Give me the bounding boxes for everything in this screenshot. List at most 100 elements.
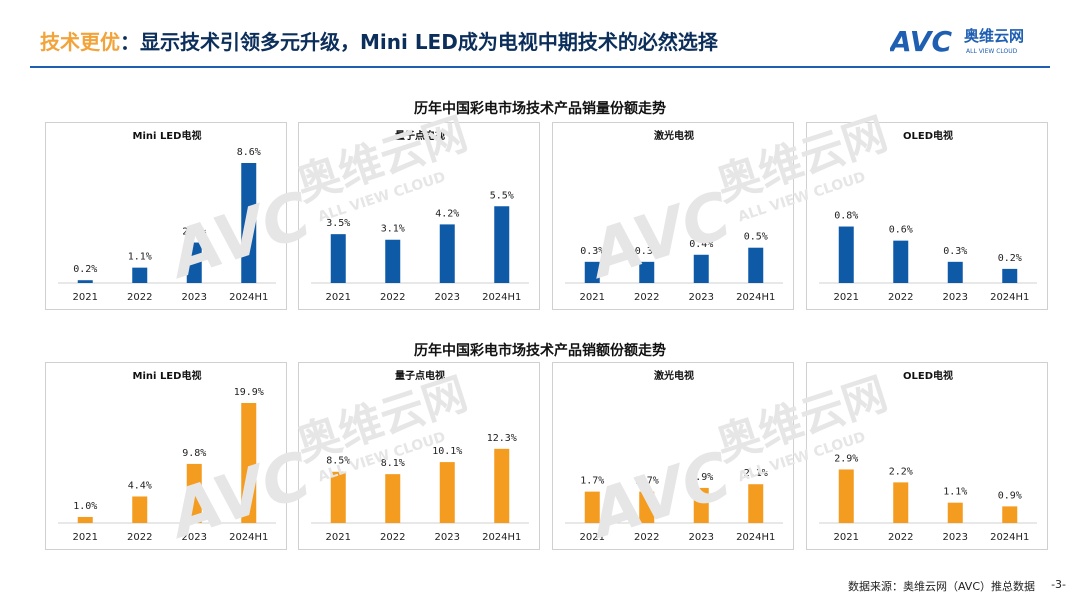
- bar: [584, 491, 600, 523]
- data-label: 1.1%: [943, 487, 967, 498]
- x-tick-label: 2022: [127, 292, 152, 303]
- data-label: 19.9%: [234, 387, 264, 398]
- data-label: 9.8%: [182, 448, 206, 459]
- x-tick-label: 2024H1: [482, 292, 521, 303]
- volume-section-title: 历年中国彩电市场技术产品销量份额走势: [414, 101, 666, 117]
- value-section-title: 历年中国彩电市场技术产品销额份额走势: [414, 343, 666, 359]
- data-label: 2.1%: [744, 468, 768, 479]
- bar: [77, 280, 93, 283]
- data-label: 0.4%: [689, 239, 713, 250]
- x-tick-label: 2024H1: [736, 292, 775, 303]
- x-tick-label: 2021: [580, 292, 605, 303]
- chart-title: OLED电视: [903, 129, 953, 142]
- bar: [838, 469, 854, 523]
- chart-title: Mini LED电视: [133, 369, 202, 382]
- bar: [385, 239, 401, 283]
- chart-svg: Mini LED电视 0.2% 2021 1.1% 2022 2.9% 2023 8.6% 20…: [58, 129, 276, 303]
- x-tick-label: 2024H1: [736, 532, 775, 543]
- chart-panel-volume-miniled: Mini LED电视 0.2% 2021 1.1% 2022 2.9% 2023 8.6% 20…: [45, 122, 287, 310]
- x-tick-label: 2023: [689, 292, 714, 303]
- x-tick-label: 2024H1: [990, 292, 1029, 303]
- x-tick-label: 2022: [380, 532, 405, 543]
- bar: [241, 163, 257, 283]
- chart-panel-value-oled: OLED电视 2.9% 2021 2.2% 2022 1.1% 2023 0.9% 2024H1: [806, 362, 1048, 550]
- chart-svg: 激光电视 0.3% 2021 0.3% 2022 0.4% 2023 0.5% 2024H1: [565, 129, 783, 303]
- chart-title: 激光电视: [654, 129, 694, 142]
- x-tick-label: 2021: [580, 532, 605, 543]
- x-tick-label: 2022: [634, 532, 659, 543]
- chart-svg: 量子点电视 8.5% 2021 8.1% 2022 10.1% 2023 12.3% 2024H…: [311, 369, 529, 543]
- chart-panel-volume-quantum-dot: 量子点电视 3.5% 2021 3.1% 2022 4.2% 2023 5.5% 2024H1: [298, 122, 540, 310]
- x-tick-label: 2022: [380, 292, 405, 303]
- bar: [1002, 506, 1018, 523]
- data-label: 3.5%: [326, 218, 350, 229]
- data-label: 0.8%: [834, 211, 858, 222]
- chart-title: 量子点电视: [395, 369, 445, 382]
- x-tick-label: 2021: [73, 532, 98, 543]
- bar: [693, 254, 709, 283]
- chart-panel-value-laser: 激光电视 1.7% 2021 1.7% 2022 1.9% 2023 2.1% 2024H1: [552, 362, 794, 550]
- x-tick-label: 2023: [689, 532, 714, 543]
- x-tick-label: 2023: [943, 292, 968, 303]
- bar: [241, 403, 257, 523]
- bar: [947, 502, 963, 523]
- data-label: 0.3%: [943, 246, 967, 257]
- data-label: 2.9%: [834, 453, 858, 464]
- logo-en: ALL VIEW CLOUD: [966, 48, 1018, 55]
- bar: [330, 471, 346, 523]
- x-tick-label: 2021: [834, 292, 859, 303]
- chart-title: Mini LED电视: [133, 129, 202, 142]
- data-label: 0.2%: [998, 253, 1022, 264]
- data-label: 0.3%: [580, 246, 604, 257]
- data-label: 12.3%: [487, 433, 517, 444]
- chart-svg: OLED电视 0.8% 2021 0.6% 2022 0.3% 2023 0.2% 2024H1: [819, 129, 1037, 303]
- bar: [186, 242, 202, 283]
- avc-logo: AVC 奥维云网 ALL VIEW CLOUD: [890, 25, 1024, 58]
- x-tick-label: 2022: [634, 292, 659, 303]
- data-label: 4.2%: [435, 208, 459, 219]
- data-label: 4.4%: [128, 480, 152, 491]
- x-tick-label: 2021: [326, 532, 351, 543]
- bar: [494, 448, 510, 523]
- x-tick-label: 2023: [182, 292, 207, 303]
- title-rest: ：显示技术引领多元升级，Mini LED成为电视中期技术的必然选择: [120, 30, 718, 54]
- bar: [132, 496, 148, 523]
- x-tick-label: 2023: [435, 532, 460, 543]
- x-tick-label: 2023: [182, 532, 207, 543]
- logo-cn: 奥维云网: [964, 27, 1024, 45]
- bar: [893, 240, 909, 283]
- x-tick-label: 2021: [326, 292, 351, 303]
- x-tick-label: 2023: [435, 292, 460, 303]
- bar: [639, 261, 655, 283]
- data-label: 5.5%: [490, 190, 514, 201]
- x-tick-label: 2022: [888, 292, 913, 303]
- data-label: 2.9%: [182, 227, 206, 238]
- data-label: 0.6%: [889, 225, 913, 236]
- data-label: 0.2%: [73, 264, 97, 275]
- header: 技术更优：显示技术引领多元升级，Mini LED成为电视中期技术的必然选择 AV…: [0, 0, 1080, 70]
- data-label: 8.5%: [326, 456, 350, 467]
- bar: [439, 224, 455, 283]
- data-label: 0.3%: [635, 246, 659, 257]
- data-label: 0.9%: [998, 490, 1022, 501]
- chart-title: 量子点电视: [395, 129, 445, 142]
- chart-panel-value-miniled: Mini LED电视 1.0% 2021 4.4% 2022 9.8% 2023 19.9% 2…: [45, 362, 287, 550]
- chart-panel-volume-laser: 激光电视 0.3% 2021 0.3% 2022 0.4% 2023 0.5% 2024H1: [552, 122, 794, 310]
- data-label: 8.1%: [381, 458, 405, 469]
- bar: [132, 267, 148, 283]
- data-source-note: 数据来源：奥维云网（AVC）推总数据: [847, 580, 1035, 593]
- chart-svg: 激光电视 1.7% 2021 1.7% 2022 1.9% 2023 2.1% 2024H1: [565, 369, 783, 543]
- bar: [748, 484, 764, 523]
- chart-title: OLED电视: [903, 369, 953, 382]
- bar: [494, 206, 510, 283]
- chart-panel-volume-oled: OLED电视 0.8% 2021 0.6% 2022 0.3% 2023 0.2% 2024H1: [806, 122, 1048, 310]
- data-label: 8.6%: [237, 147, 261, 158]
- data-label: 3.1%: [381, 224, 405, 235]
- data-label: 0.5%: [744, 232, 768, 243]
- x-tick-label: 2024H1: [990, 532, 1029, 543]
- title-highlight: 技术更优: [40, 30, 120, 54]
- bar: [748, 247, 764, 283]
- x-tick-label: 2021: [73, 292, 98, 303]
- logo-mark: AVC: [890, 25, 952, 58]
- data-label: 2.2%: [889, 466, 913, 477]
